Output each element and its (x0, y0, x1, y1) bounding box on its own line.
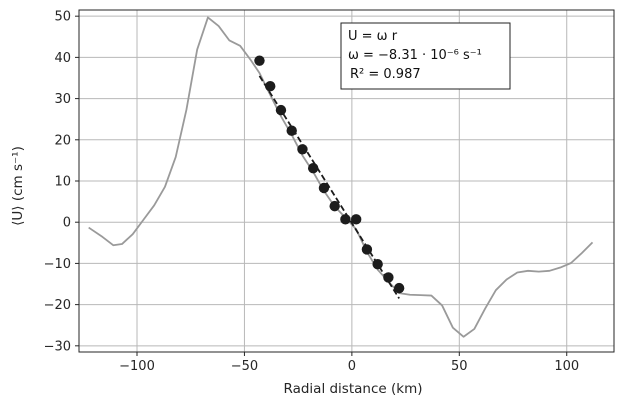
data-point (393, 282, 405, 294)
x-tick-label: 50 (451, 359, 468, 374)
annotation-line-2: ω = −8.31 · 10⁻⁶ s⁻¹ (348, 48, 482, 63)
data-point (265, 81, 276, 92)
data-point (372, 259, 383, 270)
x-tick-label: −100 (119, 359, 155, 374)
data-point (329, 200, 340, 212)
y-tick-label: 40 (54, 51, 71, 66)
x-tick-label: −50 (231, 359, 258, 374)
velocity-profile-line (88, 16, 594, 338)
y-tick-label: 50 (54, 10, 71, 25)
data-point (340, 214, 351, 225)
data-point (307, 163, 319, 174)
data-point (275, 104, 287, 116)
data-point (361, 244, 373, 255)
series-layer (88, 16, 594, 338)
x-tick-label: 0 (348, 359, 356, 374)
y-tick-label: −10 (44, 257, 71, 272)
data-point (286, 125, 297, 136)
fit-annotation: U = ω r ω = −8.31 · 10⁻⁶ s⁻¹ R² = 0.987 (340, 22, 511, 90)
annotation-line-3: R² = 0.987 (350, 67, 421, 82)
y-tick-label: 20 (54, 133, 71, 148)
data-point (383, 272, 394, 283)
data-point (297, 144, 308, 155)
annotation-box (340, 22, 511, 90)
y-tick-label: −20 (44, 298, 71, 313)
y-tick-label: −30 (44, 339, 71, 354)
y-tick-label: 10 (54, 175, 71, 190)
y-tick-label: 30 (54, 92, 71, 107)
data-point (350, 214, 362, 225)
x-tick-label: 100 (554, 359, 579, 374)
x-axis-label: Radial distance (km) (284, 381, 423, 397)
y-tick-label: 0 (63, 216, 71, 231)
data-point (318, 182, 330, 194)
data-point (254, 55, 265, 66)
annotation-line-1: U = ω r (348, 29, 398, 44)
y-axis-label: ⟨U⟩ (cm s⁻¹) (10, 146, 26, 226)
